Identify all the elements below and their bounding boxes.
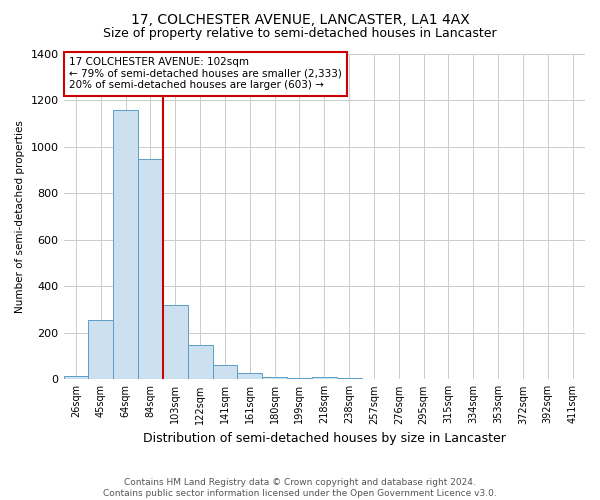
- Bar: [312, 376, 337, 380]
- Bar: [238, 374, 262, 380]
- Y-axis label: Number of semi-detached properties: Number of semi-detached properties: [15, 120, 25, 313]
- Bar: [138, 158, 163, 380]
- Text: 17 COLCHESTER AVENUE: 102sqm
← 79% of semi-detached houses are smaller (2,333)
2: 17 COLCHESTER AVENUE: 102sqm ← 79% of se…: [69, 58, 341, 90]
- Bar: [88, 320, 113, 380]
- Bar: [188, 345, 212, 380]
- Bar: [163, 305, 188, 380]
- Bar: [287, 378, 312, 380]
- Bar: [337, 378, 362, 380]
- Bar: [262, 377, 287, 380]
- Bar: [64, 376, 88, 380]
- X-axis label: Distribution of semi-detached houses by size in Lancaster: Distribution of semi-detached houses by …: [143, 432, 506, 445]
- Text: Size of property relative to semi-detached houses in Lancaster: Size of property relative to semi-detach…: [103, 28, 497, 40]
- Text: Contains HM Land Registry data © Crown copyright and database right 2024.
Contai: Contains HM Land Registry data © Crown c…: [103, 478, 497, 498]
- Bar: [113, 110, 138, 380]
- Bar: [212, 365, 238, 380]
- Text: 17, COLCHESTER AVENUE, LANCASTER, LA1 4AX: 17, COLCHESTER AVENUE, LANCASTER, LA1 4A…: [131, 12, 469, 26]
